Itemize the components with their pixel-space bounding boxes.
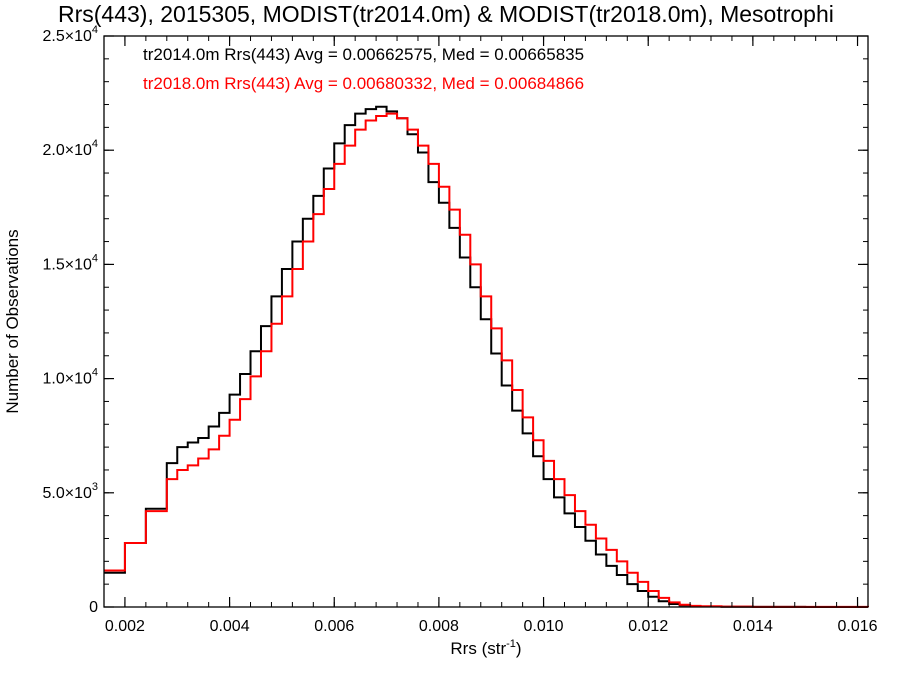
stats-label-tr2018.0m: tr2018.0m Rrs(443) Avg = 0.00680332, Med…	[143, 74, 584, 93]
x-tick-label: 0.008	[419, 618, 459, 635]
chart-title: Rrs(443), 2015305, MODIST(tr2014.0m) & M…	[58, 1, 834, 27]
y-tick-label: 1.0×104	[42, 367, 98, 388]
x-tick-label: 0.004	[210, 618, 250, 635]
y-tick-label: 0	[89, 599, 98, 616]
series-layer	[104, 105, 869, 608]
y-tick-label: 2.0×104	[42, 138, 98, 159]
x-tick-label: 0.014	[733, 618, 773, 635]
y-tick-label: 1.5×104	[42, 252, 98, 273]
x-tick-label: 0.012	[628, 618, 668, 635]
y-tick-label: 2.5×104	[42, 24, 98, 45]
ticks-layer: 0.002 0.004 0.006 0.008 0.010 0.012 0.014 0.016…	[42, 24, 877, 635]
y-axis-title: Number of Observations	[3, 229, 22, 413]
x-tick-label: 0.010	[524, 618, 564, 635]
series-line-tr2018.0m	[104, 112, 869, 608]
plot-frame	[103, 35, 869, 608]
y-tick-label: 5.0×103	[42, 481, 98, 502]
series-line-tr2014.0m	[104, 105, 869, 608]
stats-legend: tr2014.0m Rrs(443) Avg = 0.00662575, Med…	[143, 45, 584, 93]
stats-label-tr2014.0m: tr2014.0m Rrs(443) Avg = 0.00662575, Med…	[143, 45, 584, 64]
x-tick-label: 0.002	[105, 618, 145, 635]
x-tick-label: 0.016	[838, 618, 878, 635]
x-axis-title: Rrs (str-1)	[450, 638, 521, 658]
x-tick-label: 0.006	[314, 618, 354, 635]
